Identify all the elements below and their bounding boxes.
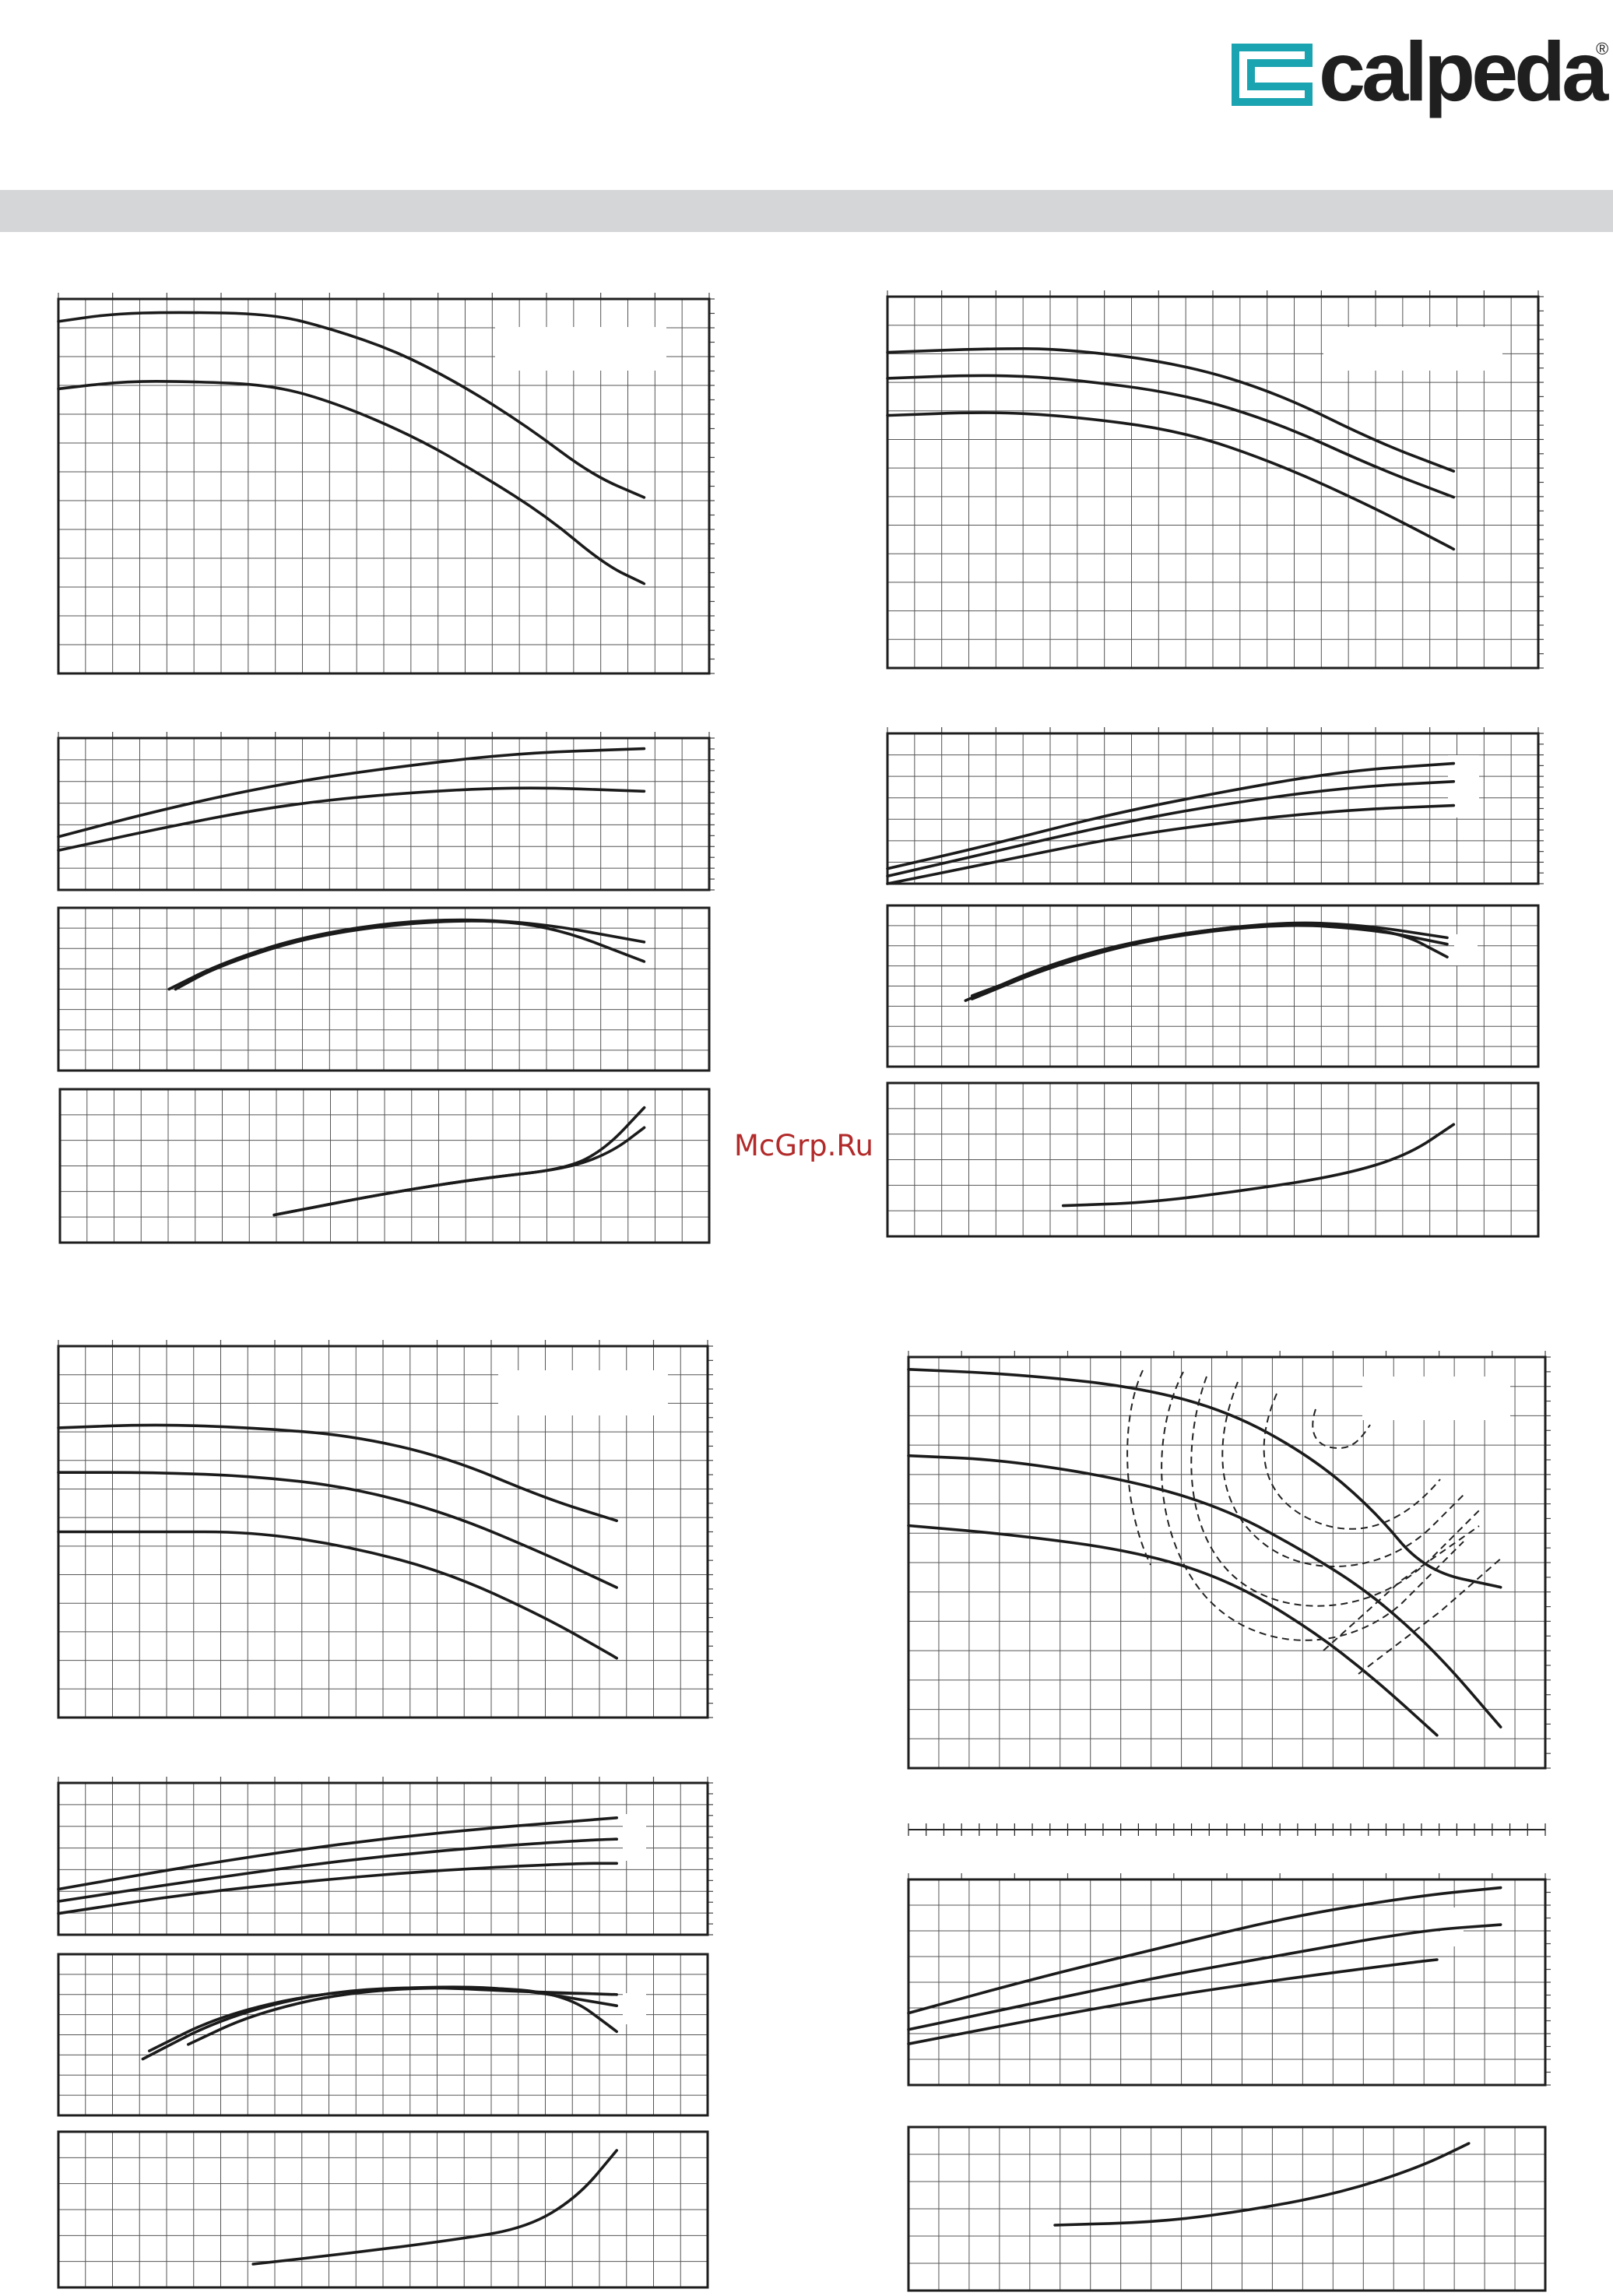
series-line-4-1	[886, 374, 1456, 499]
label-patch	[1362, 1377, 1510, 1420]
series-line-9-0	[57, 1816, 618, 1891]
series-line-4-2	[886, 411, 1456, 551]
chart-panel-frame	[57, 1953, 709, 2117]
series-line-4-0	[886, 346, 1456, 473]
series-line-0-0	[57, 311, 646, 499]
chart-panel-frame	[886, 732, 1540, 885]
efficiency-iso-curve	[1126, 1370, 1151, 1566]
registered-mark: ®	[1596, 39, 1609, 58]
chart-panel-frame	[907, 2125, 1547, 2292]
chart-panel-frame	[57, 1781, 709, 1936]
chart-panel-frame	[57, 2130, 709, 2289]
chart-panel-frame	[886, 1081, 1540, 1238]
series-line-5-2	[886, 803, 1456, 885]
watermark-text: McGrp.Ru	[734, 1129, 873, 1162]
series-line-5-0	[886, 761, 1456, 870]
chart-panel-frame	[57, 906, 711, 1072]
series-line-9-2	[57, 1862, 618, 1915]
efficiency-iso-curve	[1263, 1393, 1441, 1530]
series-line-1-0	[57, 747, 646, 839]
label-patch	[623, 1814, 646, 1861]
chart-panel-frame	[907, 1878, 1547, 2087]
series-line-8-2	[57, 1530, 619, 1660]
label-patch	[1454, 934, 1478, 965]
efficiency-iso-curve	[1358, 1556, 1503, 1675]
calpeda-logo-mark-icon	[1232, 44, 1313, 106]
calpeda-wordmark: calpeda	[1319, 24, 1608, 118]
series-line-1-1	[57, 786, 646, 853]
series-line-14-0	[1053, 2142, 1471, 2227]
series-line-8-1	[57, 1471, 619, 1589]
chart-panel-frame	[907, 1355, 1547, 1770]
series-line-0-1	[57, 379, 646, 585]
series-line-3-1	[272, 1126, 646, 1217]
label-patch	[1448, 755, 1479, 817]
series-line-6-2	[970, 923, 1449, 997]
label-patch	[498, 1370, 668, 1415]
series-line-6-0	[964, 921, 1449, 1002]
chart-panel-frame	[58, 1088, 711, 1244]
label-patch	[495, 327, 666, 371]
series-line-13-2	[907, 1958, 1439, 2045]
series-line-7-0	[1061, 1123, 1456, 1208]
series-line-5-1	[886, 779, 1456, 878]
chart-panel-frame	[886, 295, 1540, 670]
series-line-10-2	[187, 1986, 619, 2046]
series-line-12-0	[907, 1368, 1502, 1589]
series-line-2-1	[174, 919, 646, 991]
chart-panel-frame	[57, 297, 711, 675]
calpeda-logo: calpeda ®	[1232, 30, 1613, 128]
series-line-2-0	[167, 918, 646, 991]
series-line-12-1	[907, 1454, 1502, 1728]
series-line-13-1	[907, 1923, 1502, 2031]
label-patch	[623, 1993, 646, 2024]
series-line-11-0	[251, 2149, 618, 2266]
label-patch	[1323, 327, 1502, 371]
efficiency-iso-curve	[1221, 1381, 1464, 1567]
chart-panel-frame	[57, 737, 711, 891]
header-band	[0, 190, 1613, 232]
series-line-8-0	[57, 1423, 619, 1522]
series-line-9-1	[57, 1837, 618, 1903]
efficiency-iso-curve	[1161, 1371, 1464, 1641]
efficiency-iso-curve	[1312, 1408, 1371, 1450]
series-line-12-2	[907, 1524, 1439, 1737]
efficiency-iso-curve	[1190, 1376, 1480, 1607]
chart-panel-frame	[886, 904, 1540, 1068]
series-line-13-0	[907, 1886, 1502, 2015]
efficiency-iso-curve	[1323, 1525, 1480, 1651]
